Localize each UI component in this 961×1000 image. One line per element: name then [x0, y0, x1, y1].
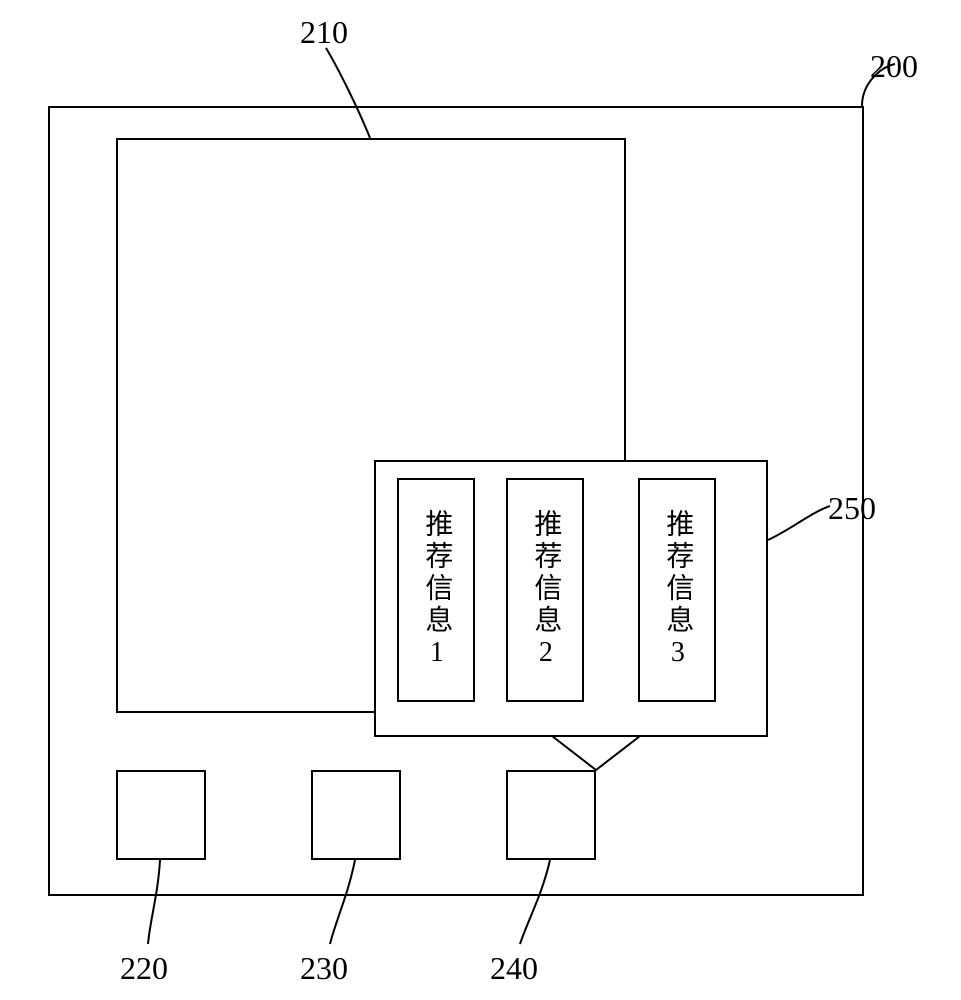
label-240: 240: [490, 950, 538, 987]
label-200: 200: [870, 48, 918, 85]
rec-item-2-label: 推荐信息2: [508, 480, 582, 700]
rec-item-1: 推荐信息1: [397, 478, 475, 702]
label-210: 210: [300, 14, 348, 51]
label-230: 230: [300, 950, 348, 987]
rec-item-3-label: 推荐信息3: [640, 480, 714, 700]
rec-item-1-label: 推荐信息1: [399, 480, 473, 700]
button-1: [116, 770, 206, 860]
label-220: 220: [120, 950, 168, 987]
button-3: [506, 770, 596, 860]
rec-item-3: 推荐信息3: [638, 478, 716, 702]
rec-item-2: 推荐信息2: [506, 478, 584, 702]
label-250: 250: [828, 490, 876, 527]
button-2: [311, 770, 401, 860]
